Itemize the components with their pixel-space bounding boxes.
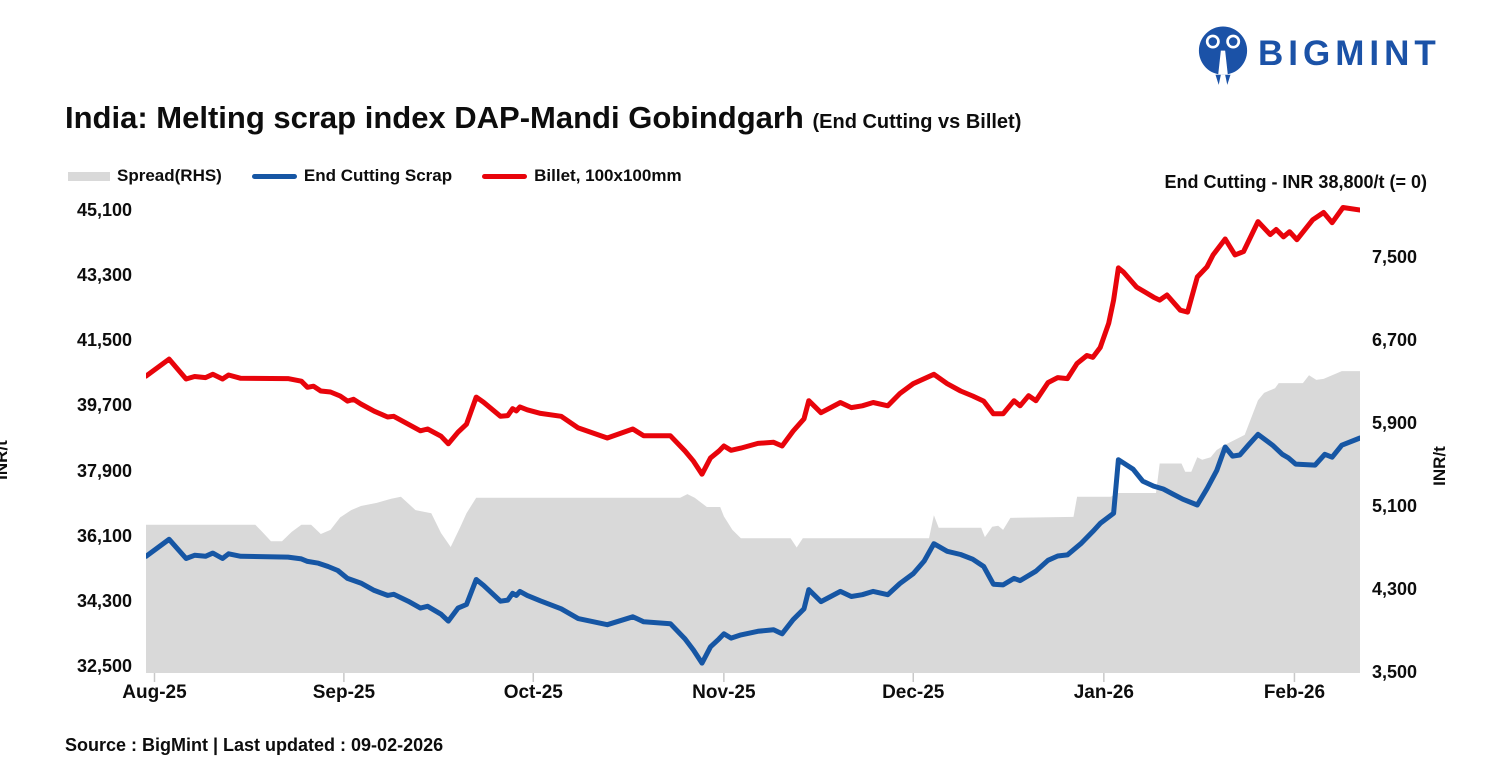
billet-line: [146, 205, 1360, 477]
x-axis-tick-label: Sep-25: [312, 682, 376, 703]
x-axis-tick-label: Aug-25: [122, 682, 187, 703]
left-axis-tick-label: 39,700: [76, 395, 132, 416]
legend-item-end-cutting: End Cutting Scrap: [251, 166, 453, 186]
title-sub: (End Cutting vs Billet): [812, 111, 1022, 133]
end-cutting-annotation: End Cutting - INR 38,800/t (= 0): [1164, 172, 1427, 192]
end-cutting-line: [146, 431, 1360, 666]
left-axis-tick-label: 37,900: [76, 460, 132, 481]
right-axis-tick-label: 5,100: [1372, 496, 1418, 516]
bigmint-logo-icon: [1198, 26, 1248, 85]
bigmint-logo: BIGMINT: [1196, 26, 1456, 86]
left-axis-tick-label: 41,500: [76, 330, 132, 351]
legend-label-spread: Spread(RHS): [117, 166, 222, 185]
page-title: India: Melting scrap index DAP-Mandi Gob…: [65, 100, 1021, 136]
spread-swatch: [68, 171, 110, 181]
right-axis-tick-label: 6,700: [1372, 330, 1418, 350]
x-axis-tick-label: Dec-25: [882, 682, 945, 703]
left-axis-tick-label: 34,300: [76, 590, 132, 611]
x-axis-tick-label: Oct-25: [503, 682, 563, 703]
legend-item-spread: Spread(RHS): [68, 166, 222, 186]
source-note: Source : BigMint | Last updated : 09-02-…: [65, 735, 444, 755]
right-axis-tick-label: 7,500: [1372, 247, 1418, 267]
legend-label-billet: Billet, 100x100mm: [534, 166, 682, 185]
left-axis-tick-label: 36,100: [76, 525, 132, 546]
legend-label-end-cutting: End Cutting Scrap: [303, 166, 453, 185]
bigmint-logo-text: BIGMINT: [1258, 34, 1441, 73]
end-cutting-swatch: [251, 173, 297, 179]
left-axis-tick-label: 45,100: [76, 200, 132, 220]
right-axis-title: INR/t: [1429, 446, 1449, 486]
left-axis-title: INR/t: [0, 440, 11, 480]
right-axis-tick-label: 3,500: [1372, 662, 1418, 682]
title-main: India: Melting scrap index DAP-Mandi Gob…: [65, 100, 804, 135]
x-axis-tick-label: Feb-26: [1263, 682, 1326, 703]
spread-area: [146, 371, 1360, 673]
left-axis-tick-label: 43,300: [76, 265, 132, 286]
right-axis-tick-label: 4,300: [1372, 579, 1418, 599]
billet-swatch: [482, 173, 528, 179]
plot-area: [146, 205, 1360, 682]
left-axis-tick-label: 32,500: [76, 656, 132, 676]
legend-item-billet: Billet, 100x100mm: [482, 166, 682, 186]
x-axis-tick-label: Nov-25: [692, 682, 756, 703]
legend: Spread(RHS) End Cutting Scrap Billet, 10…: [68, 166, 682, 186]
x-axis-tick-label: Jan-26: [1073, 682, 1134, 703]
right-axis-tick-label: 5,900: [1372, 413, 1418, 433]
